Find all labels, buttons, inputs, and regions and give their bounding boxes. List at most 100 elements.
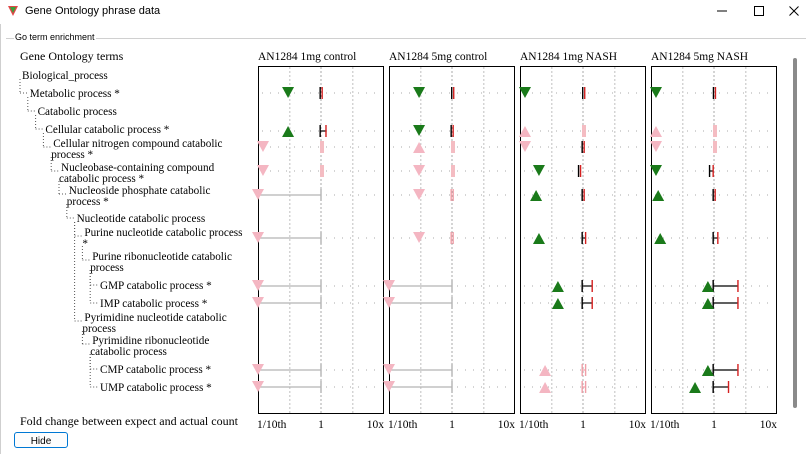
maximize-icon [754,6,764,16]
window-title: Gene Ontology phrase data [25,5,161,17]
tick-label: 1/10th [650,419,680,431]
decrease-triangle [413,189,426,200]
minimize-icon [717,10,727,12]
increase-triangle [282,126,295,137]
minimize-button[interactable] [704,0,740,22]
tick-label: 1/10th [519,419,549,431]
decrease-triangle [413,125,426,136]
tree-term: CMP catabolic process * [100,364,212,376]
decrease-triangle [383,297,395,308]
tick-label: 1 [711,419,717,431]
tree-term: UMP catabolic process * [100,382,212,394]
tree-term-line: Cellular nitrogen compound catabolic [53,138,222,150]
decrease-triangle [413,87,426,98]
increase-triangle [652,190,665,201]
tree-term-line: process [82,323,116,335]
tree-term-line: Purine ribonucleotide catabolic [92,251,232,263]
panel-frame [389,66,515,414]
panel-title: AN1284 5mg NASH [651,51,748,63]
tree-term-line: Cellular catabolic process * [45,124,169,136]
tree-term-line: Nucleotide catabolic process [77,213,206,225]
tree-term-line: Nucleoside phosphate catabolic [69,185,211,197]
panel: AN1284 5mg control 1/10th 1 10x [383,51,515,431]
tree-term-line: Biological_process [22,70,108,82]
tree-term: Pyrimidine nucleotide catabolic process [82,312,226,335]
increase-triangle [701,281,714,292]
tree-term-line: process [90,262,124,274]
tree-term: Purine nucleotide catabolic process * [82,227,242,250]
decrease-triangle [383,364,395,375]
increase-triangle [532,233,545,244]
tree-term: Pyrimidine ribonucleotide catabolic proce… [90,335,209,358]
maximize-button[interactable] [741,0,777,22]
tree-term-line: IMP catabolic process * [100,298,208,310]
tree-term: Metabolic process * [30,88,121,100]
tree-term-line: GMP catabolic process * [100,280,212,292]
tree-term-line: * [82,238,88,250]
decrease-triangle [649,87,662,98]
panel-title: AN1284 5mg control [389,51,487,63]
increase-triangle [701,365,714,376]
tree-term: Nucleobase-containing compound catabolic … [59,162,215,185]
panel: AN1284 5mg NASH 1/10th 1 10x [649,51,778,431]
decrease-triangle [413,232,426,243]
increase-triangle [701,298,714,309]
tree-term: Catabolic process [38,106,117,118]
decrease-triangle [282,87,295,98]
tree-term-line: UMP catabolic process * [100,382,212,394]
tick-label: 10x [367,419,385,431]
tree-term-line: catabolic process [90,346,167,358]
decrease-triangle [252,364,264,375]
tick-label: 1 [318,419,324,431]
tree-term: IMP catabolic process * [100,298,208,310]
tree-term: Nucleotide catabolic process [77,213,206,225]
hide-button[interactable]: Hide [14,432,68,448]
window-body [0,24,812,454]
tick-label: 10x [498,419,516,431]
tick-label: 1 [449,419,455,431]
panel: AN1284 1mg control 1/10th 1 10x [252,51,384,431]
tick-label: 1 [580,419,586,431]
tree-footer: Fold change between expect and actual co… [20,414,239,428]
increase-triangle [649,126,662,137]
tree-term-line: Purine nucleotide catabolic process [84,227,242,239]
increase-triangle [518,126,531,137]
increase-triangle [551,281,564,292]
increase-triangle [413,142,426,153]
increase-triangle [654,233,667,244]
decrease-triangle [252,381,264,392]
increase-triangle [530,190,543,201]
tick-label: 1/10th [257,419,287,431]
tree-term-line: Pyrimidine nucleotide catabolic [84,312,226,324]
tree-term-line: Catabolic process [38,106,117,118]
tree-term-line: process * [67,196,109,208]
tree-term-line: Pyrimidine ribonucleotide [92,335,209,347]
tree-term: Cellular nitrogen compound catabolic proc… [51,138,222,161]
tree-term-line: Metabolic process * [30,88,121,100]
tree-term-line: process * [51,149,93,161]
panel-frame [520,66,646,414]
tree-term: Purine ribonucleotide catabolic process [90,251,232,274]
tick-label: 10x [760,419,778,431]
tree-term-line: Nucleobase-containing compound [61,162,215,174]
decrease-triangle [383,280,395,291]
decrease-triangle [252,280,264,291]
close-button[interactable] [776,0,812,22]
panel: AN1284 1mg NASH 1/10th 1 10x [518,51,646,431]
decrease-triangle [518,141,531,152]
tree-header: Gene Ontology terms [20,49,124,63]
decrease-triangle [252,232,264,243]
decrease-triangle [649,141,662,152]
decrease-triangle [252,297,264,308]
group-box-label: Go term enrichment [14,32,96,42]
decrease-triangle [256,165,269,176]
tree-term: Biological_process [22,70,108,82]
tree-term: GMP catabolic process * [100,280,212,292]
decrease-triangle [383,381,395,392]
scrollbar-thumb[interactable] [793,58,797,408]
tick-label: 1/10th [388,419,418,431]
go-term-tree: Gene Ontology terms Fold change between e… [19,49,243,428]
panel-title: AN1284 1mg NASH [520,51,617,63]
increase-triangle [551,298,564,309]
